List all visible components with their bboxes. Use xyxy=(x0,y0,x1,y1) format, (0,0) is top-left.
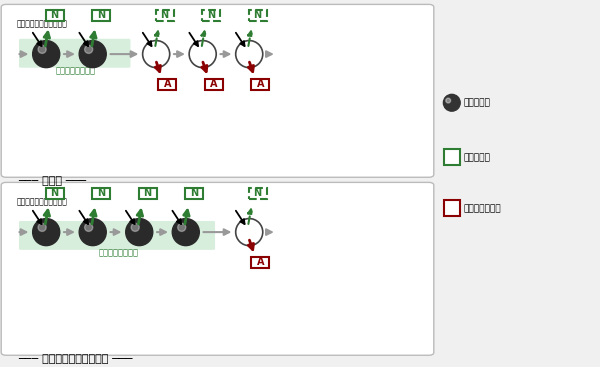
Ellipse shape xyxy=(178,223,186,232)
FancyBboxPatch shape xyxy=(248,188,266,199)
Text: A: A xyxy=(210,79,218,89)
FancyBboxPatch shape xyxy=(92,10,110,21)
FancyBboxPatch shape xyxy=(248,10,266,21)
Text: 神経幹細胞: 神経幹細胞 xyxy=(464,98,491,107)
Ellipse shape xyxy=(236,41,263,68)
Ellipse shape xyxy=(32,219,60,246)
FancyBboxPatch shape xyxy=(1,182,434,355)
Text: A: A xyxy=(257,257,264,267)
Text: A: A xyxy=(257,79,264,89)
Ellipse shape xyxy=(32,41,60,68)
Text: N: N xyxy=(254,188,262,198)
Ellipse shape xyxy=(85,223,93,232)
Text: N: N xyxy=(50,10,59,20)
Ellipse shape xyxy=(446,98,451,103)
Text: N: N xyxy=(97,10,105,20)
Text: ニューロン分化誘導因子: ニューロン分化誘導因子 xyxy=(17,197,67,206)
Text: ニューロン分化能: ニューロン分化能 xyxy=(56,67,96,76)
Text: N: N xyxy=(254,10,262,20)
FancyBboxPatch shape xyxy=(202,10,220,21)
Text: N: N xyxy=(97,188,105,198)
FancyBboxPatch shape xyxy=(155,10,173,21)
FancyBboxPatch shape xyxy=(92,188,110,199)
Text: ─── ポリコーム欠損マウス ───: ─── ポリコーム欠損マウス ─── xyxy=(18,354,133,364)
FancyBboxPatch shape xyxy=(46,10,64,21)
Ellipse shape xyxy=(189,41,216,68)
Text: ニューロン分化能: ニューロン分化能 xyxy=(98,249,138,258)
Ellipse shape xyxy=(143,41,170,68)
Ellipse shape xyxy=(38,223,46,232)
Text: N: N xyxy=(190,188,198,198)
Text: N: N xyxy=(448,152,456,162)
FancyBboxPatch shape xyxy=(185,188,203,199)
Ellipse shape xyxy=(131,223,139,232)
Ellipse shape xyxy=(79,41,106,68)
Text: A: A xyxy=(448,203,456,213)
FancyBboxPatch shape xyxy=(1,4,434,177)
Text: アストロサイト: アストロサイト xyxy=(464,205,502,214)
Ellipse shape xyxy=(172,219,199,246)
FancyBboxPatch shape xyxy=(251,257,269,268)
FancyBboxPatch shape xyxy=(251,79,269,90)
Ellipse shape xyxy=(236,219,263,246)
FancyBboxPatch shape xyxy=(444,200,460,216)
Text: A: A xyxy=(164,79,171,89)
Ellipse shape xyxy=(85,45,93,54)
FancyBboxPatch shape xyxy=(19,39,130,68)
FancyBboxPatch shape xyxy=(205,79,223,90)
FancyBboxPatch shape xyxy=(46,188,64,199)
Ellipse shape xyxy=(38,45,46,54)
Text: ニューロン分化誘導因子: ニューロン分化誘導因子 xyxy=(17,19,67,28)
Text: N: N xyxy=(207,10,215,20)
FancyBboxPatch shape xyxy=(444,149,460,165)
Ellipse shape xyxy=(79,219,106,246)
Text: N: N xyxy=(143,188,152,198)
FancyBboxPatch shape xyxy=(158,79,176,90)
Text: ─── 野生型 ───: ─── 野生型 ─── xyxy=(18,176,86,186)
FancyBboxPatch shape xyxy=(139,188,157,199)
Text: ニューロン: ニューロン xyxy=(464,153,491,162)
Ellipse shape xyxy=(126,219,153,246)
Text: N: N xyxy=(161,10,169,20)
Ellipse shape xyxy=(443,94,460,111)
FancyBboxPatch shape xyxy=(19,221,215,250)
Text: N: N xyxy=(50,188,59,198)
